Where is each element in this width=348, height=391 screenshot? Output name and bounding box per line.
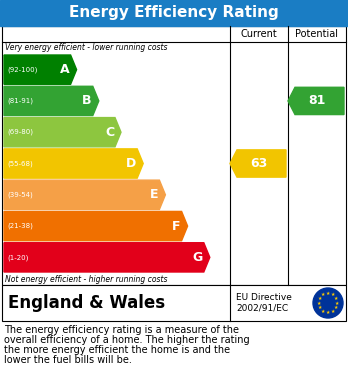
Polygon shape <box>4 86 99 116</box>
Text: Current: Current <box>240 29 277 39</box>
Text: 2002/91/EC: 2002/91/EC <box>236 303 288 312</box>
Text: (1-20): (1-20) <box>7 254 29 261</box>
Text: ★: ★ <box>334 296 338 301</box>
Text: C: C <box>105 126 114 139</box>
Polygon shape <box>4 212 188 241</box>
Text: ★: ★ <box>318 296 322 301</box>
Text: ★: ★ <box>326 310 330 315</box>
Text: ★: ★ <box>318 305 322 310</box>
Circle shape <box>313 288 343 318</box>
Text: 63: 63 <box>250 157 268 170</box>
Text: ★: ★ <box>317 301 321 305</box>
Text: ★: ★ <box>334 305 338 310</box>
Polygon shape <box>4 149 143 178</box>
Text: (21-38): (21-38) <box>7 223 33 229</box>
Polygon shape <box>288 87 344 115</box>
Polygon shape <box>4 55 77 84</box>
Polygon shape <box>4 180 165 210</box>
Text: lower the fuel bills will be.: lower the fuel bills will be. <box>4 355 132 365</box>
Text: The energy efficiency rating is a measure of the: The energy efficiency rating is a measur… <box>4 325 239 335</box>
Text: ★: ★ <box>331 292 335 298</box>
Text: (92-100): (92-100) <box>7 66 37 73</box>
Text: G: G <box>192 251 203 264</box>
Bar <box>2 285 346 321</box>
Polygon shape <box>4 118 121 147</box>
Text: (81-91): (81-91) <box>7 98 33 104</box>
Text: A: A <box>60 63 70 76</box>
Text: E: E <box>150 188 158 201</box>
Text: Energy Efficiency Rating: Energy Efficiency Rating <box>69 5 279 20</box>
Text: ★: ★ <box>335 301 340 305</box>
Text: overall efficiency of a home. The higher the rating: overall efficiency of a home. The higher… <box>4 335 250 345</box>
Text: the more energy efficient the home is and the: the more energy efficient the home is an… <box>4 345 230 355</box>
Polygon shape <box>230 150 286 177</box>
Text: ★: ★ <box>331 308 335 314</box>
Text: F: F <box>172 220 181 233</box>
Text: (39-54): (39-54) <box>7 192 33 198</box>
Text: (55-68): (55-68) <box>7 160 33 167</box>
Text: EU Directive: EU Directive <box>236 294 292 303</box>
Text: D: D <box>126 157 136 170</box>
Text: ★: ★ <box>326 291 330 296</box>
Polygon shape <box>4 243 210 272</box>
Text: (69-80): (69-80) <box>7 129 33 135</box>
Text: Potential: Potential <box>295 29 339 39</box>
Text: England & Wales: England & Wales <box>8 294 165 312</box>
Bar <box>2 26 346 285</box>
Text: 81: 81 <box>308 95 326 108</box>
Text: ★: ★ <box>321 308 325 314</box>
Text: B: B <box>82 95 92 108</box>
Text: Very energy efficient - lower running costs: Very energy efficient - lower running co… <box>5 43 167 52</box>
Bar <box>0 0 348 26</box>
Text: ★: ★ <box>321 292 325 298</box>
Text: Not energy efficient - higher running costs: Not energy efficient - higher running co… <box>5 274 167 283</box>
